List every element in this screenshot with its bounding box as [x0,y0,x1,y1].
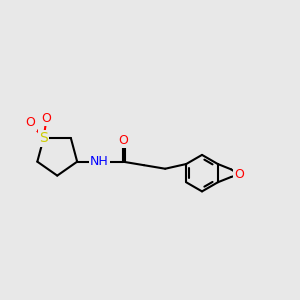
Text: O: O [42,112,52,125]
Text: S: S [39,131,48,145]
Text: O: O [234,168,244,181]
Text: O: O [26,116,35,129]
Text: O: O [118,134,128,147]
Text: NH: NH [90,155,109,168]
